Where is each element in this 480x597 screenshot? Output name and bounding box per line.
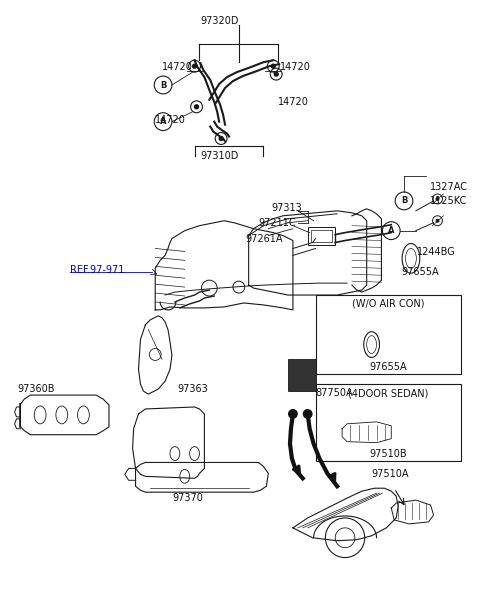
Text: 1327AC: 1327AC	[430, 182, 468, 192]
Circle shape	[219, 137, 223, 140]
Text: 1125KC: 1125KC	[430, 196, 467, 206]
Circle shape	[435, 197, 440, 201]
Text: 97363: 97363	[178, 384, 209, 394]
Circle shape	[274, 72, 278, 76]
Circle shape	[192, 64, 196, 68]
Circle shape	[271, 64, 275, 68]
Text: 97655A: 97655A	[401, 267, 439, 277]
Text: 97211C: 97211C	[259, 218, 296, 227]
Text: 14720: 14720	[155, 115, 186, 125]
Text: REF.97-971: REF.97-971	[70, 265, 124, 275]
Text: 97320D: 97320D	[200, 16, 239, 26]
Text: (W/O AIR CON): (W/O AIR CON)	[352, 299, 425, 309]
Text: 87750A: 87750A	[315, 388, 353, 398]
Text: B: B	[401, 196, 407, 205]
Bar	[315, 384, 461, 461]
Text: 1244BG: 1244BG	[417, 247, 456, 257]
Bar	[308, 227, 335, 245]
Text: 97261A: 97261A	[246, 233, 283, 244]
Circle shape	[194, 105, 199, 109]
Bar	[288, 359, 315, 391]
Text: 14720: 14720	[278, 97, 309, 107]
Circle shape	[435, 219, 440, 223]
Text: B: B	[160, 81, 166, 90]
Text: 14720: 14720	[162, 62, 193, 72]
Circle shape	[303, 409, 312, 419]
Text: A: A	[160, 117, 167, 126]
Text: 97313: 97313	[271, 203, 302, 213]
Text: A: A	[388, 226, 395, 235]
Text: 97655A: 97655A	[370, 362, 407, 373]
Bar	[315, 295, 461, 374]
Text: 97360B: 97360B	[18, 384, 55, 394]
Text: 97510B: 97510B	[370, 448, 407, 458]
Text: 97370: 97370	[172, 493, 203, 503]
Text: 14720: 14720	[280, 62, 311, 72]
Text: 97310D: 97310D	[200, 151, 239, 161]
Text: 97510A: 97510A	[372, 469, 409, 479]
Bar	[311, 230, 332, 242]
Text: (4DOOR SEDAN): (4DOOR SEDAN)	[348, 388, 429, 398]
Circle shape	[288, 409, 298, 419]
